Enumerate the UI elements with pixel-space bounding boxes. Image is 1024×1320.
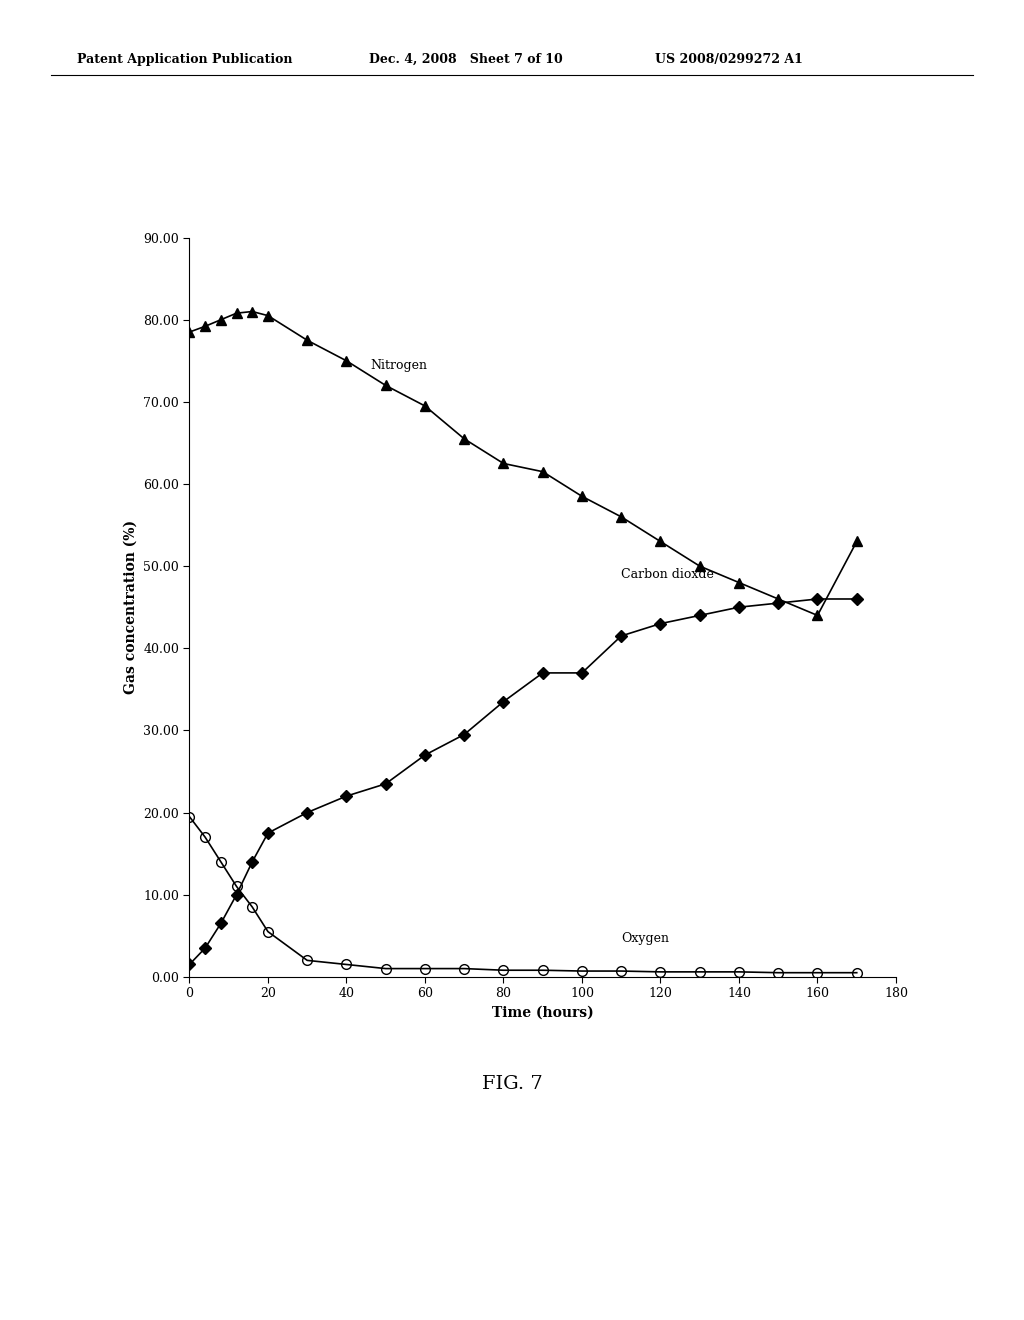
Text: Nitrogen: Nitrogen	[370, 359, 427, 372]
Text: Dec. 4, 2008   Sheet 7 of 10: Dec. 4, 2008 Sheet 7 of 10	[369, 53, 562, 66]
Text: FIG. 7: FIG. 7	[481, 1074, 543, 1093]
Text: Carbon dioxde: Carbon dioxde	[622, 569, 714, 581]
Text: Patent Application Publication: Patent Application Publication	[77, 53, 292, 66]
X-axis label: Time (hours): Time (hours)	[492, 1006, 594, 1020]
Text: US 2008/0299272 A1: US 2008/0299272 A1	[655, 53, 803, 66]
Text: Oxygen: Oxygen	[622, 932, 670, 945]
Y-axis label: Gas concentration (%): Gas concentration (%)	[124, 520, 137, 694]
